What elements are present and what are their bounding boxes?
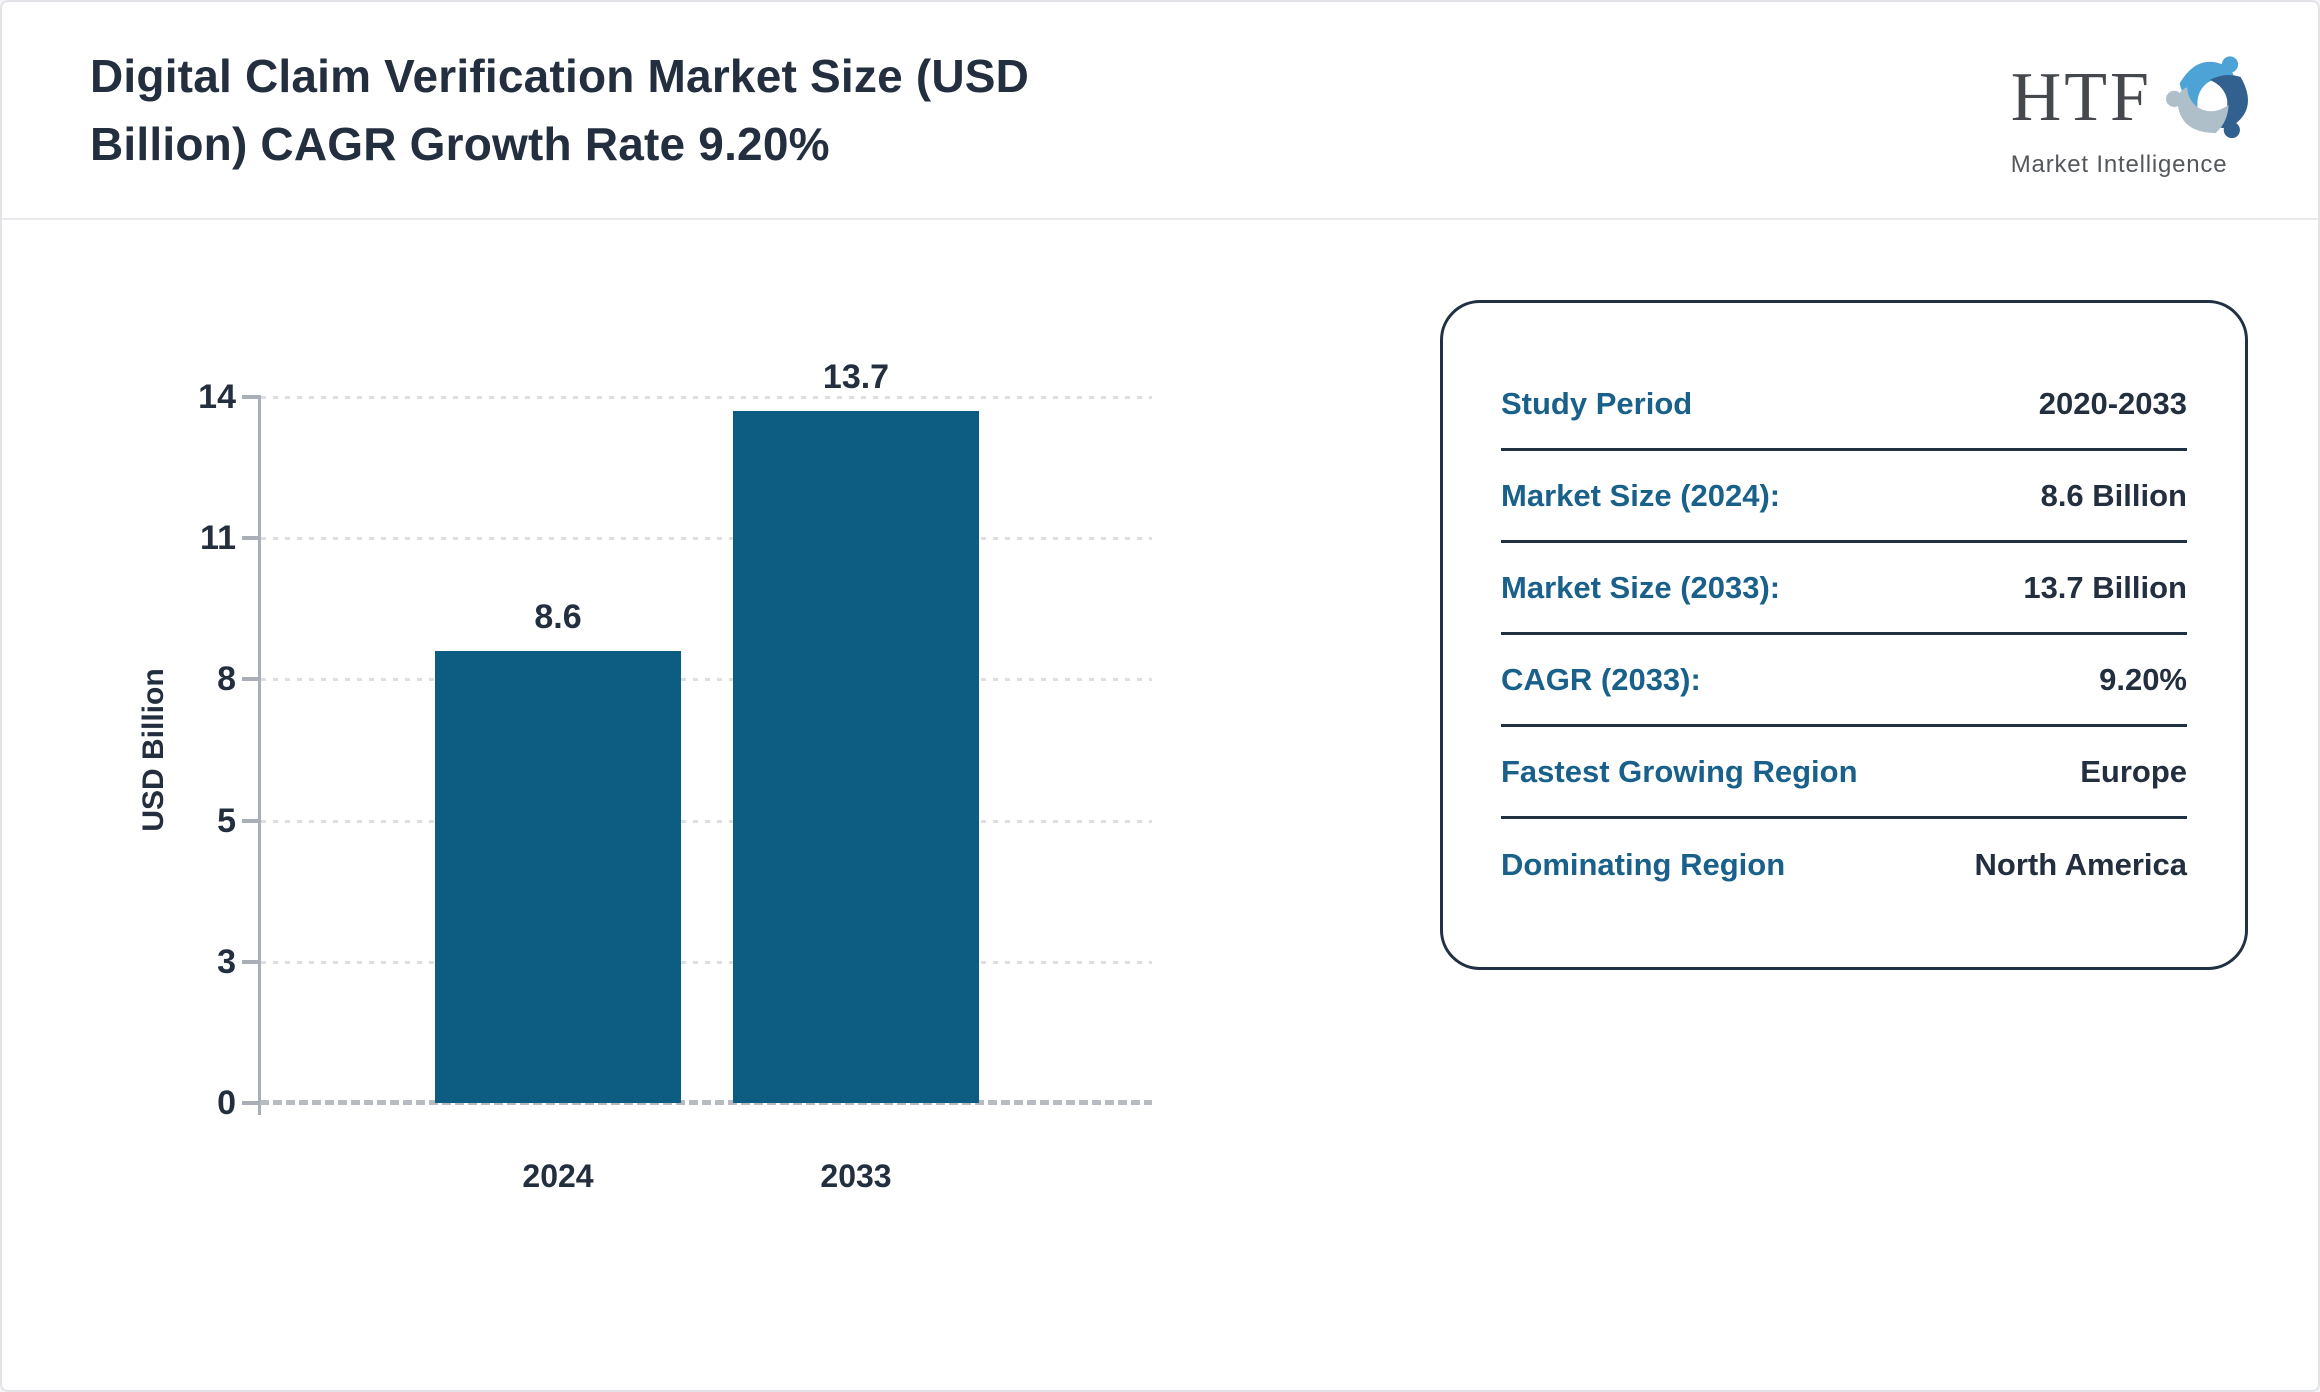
market-summary-panel: Study Period 2020-2033 Market Size (2024… (1440, 300, 2248, 970)
summary-label: Market Size (2024): (1501, 477, 1781, 513)
page-title: Digital Claim Verification Market Size (… (90, 50, 1030, 170)
summary-row-dominating-region: Dominating Region North America (1501, 819, 2187, 911)
y-tick-mark (242, 818, 260, 823)
htf-logo-top: HTF (2011, 42, 2268, 155)
summary-value: 9.20% (2099, 661, 2187, 697)
summary-value: Europe (2080, 753, 2187, 789)
y-tick-mark (242, 395, 260, 399)
summary-row-fastest-growing-region: Fastest Growing Region Europe (1501, 727, 2187, 819)
y-tick-label: 8 (217, 660, 236, 699)
x-tick-label: 2024 (522, 1158, 594, 1194)
y-gridline (261, 960, 1152, 964)
bar-2033 (733, 411, 979, 1103)
summary-value: North America (1974, 847, 2187, 882)
summary-value: 8.6 Billion (2040, 477, 2187, 513)
y-axis-line (258, 395, 261, 1115)
y-tick-label: 3 (217, 942, 236, 981)
y-gridline (261, 678, 1152, 682)
summary-value: 2020-2033 (2038, 385, 2187, 421)
y-gridline (261, 396, 1152, 399)
summary-row-market-size-2033: Market Size (2033): 13.7 Billion (1501, 543, 2187, 635)
y-tick-label: 5 (217, 801, 236, 840)
y-tick-mark (242, 677, 260, 682)
summary-label: Dominating Region (1501, 847, 1786, 882)
bar-2024 (435, 651, 681, 1103)
y-tick-mark (242, 959, 260, 964)
summary-label: CAGR (2033): (1501, 661, 1701, 697)
summary-row-study-period: Study Period 2020-2033 (1501, 359, 2187, 451)
htf-logo-text: HTF (2010, 59, 2152, 136)
summary-row-market-size-2024: Market Size (2024): 8.6 Billion (1501, 451, 2187, 543)
summary-value: 13.7 Billion (2023, 569, 2187, 605)
htf-logo: HTF (2011, 42, 2268, 179)
htf-logo-subtitle: Market Intelligence (2010, 150, 2228, 178)
summary-label: Fastest Growing Region (1501, 753, 1858, 789)
bar-value-label: 8.6 (534, 598, 582, 637)
y-gridline (261, 819, 1152, 823)
y-axis-title: USD Billion (137, 668, 170, 832)
y-gridline (261, 537, 1152, 541)
main-content: USD Billion 0 3 5 8 11 14 8.6 2024 13.7 2033 Stud… (2, 220, 2318, 1388)
x-axis-baseline (260, 1100, 1152, 1105)
summary-label: Market Size (2033): (1501, 569, 1781, 605)
summary-label: Study Period (1501, 385, 1693, 421)
three-swirling-figures-icon (2156, 42, 2268, 155)
y-tick-mark (242, 536, 260, 541)
bar-value-label: 13.7 (822, 358, 890, 397)
y-tick-label: 0 (217, 1084, 236, 1122)
summary-row-cagr: CAGR (2033): 9.20% (1501, 635, 2187, 727)
header: Digital Claim Verification Market Size (… (2, 2, 2318, 220)
y-tick-mark (242, 1101, 260, 1105)
y-tick-label: 14 (198, 378, 236, 416)
x-tick-label: 2033 (820, 1158, 892, 1194)
y-tick-label: 11 (200, 519, 236, 558)
